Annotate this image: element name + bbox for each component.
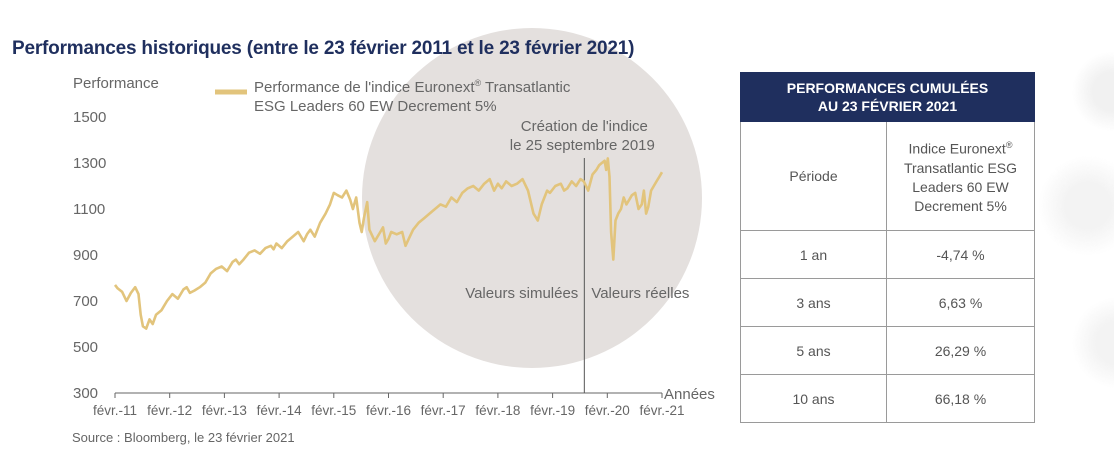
y-axis-ticks: 300 500 700 900 1100 1300 1500 bbox=[73, 109, 106, 402]
x-tick-label: févr.-17 bbox=[421, 403, 466, 418]
value-cell: -4,74 % bbox=[886, 230, 1035, 279]
y-axis-title: Performance bbox=[73, 75, 159, 92]
period-cell: 1 an bbox=[740, 230, 887, 279]
value-cell: 26,29 % bbox=[886, 326, 1035, 375]
legend-text-line-1: Performance de l'indice Euronext® Transa… bbox=[254, 78, 571, 96]
y-tick-label: 1300 bbox=[73, 155, 106, 172]
y-tick-label: 1500 bbox=[73, 109, 106, 126]
y-tick-label: 300 bbox=[73, 385, 98, 402]
x-axis: févr.-11 févr.-12 févr.-13 févr.-14 févr.-15… bbox=[93, 392, 685, 418]
table-row: 1 an -4,74 % bbox=[740, 230, 1035, 279]
table-row: 3 ans 6,63 % bbox=[740, 278, 1035, 327]
performance-chart: Performance Performance de l'indice Euro… bbox=[73, 75, 715, 418]
column-header-index: Indice Euronext® Transatlantic ESG Leade… bbox=[886, 121, 1035, 231]
x-tick-label: févr.-19 bbox=[530, 403, 575, 418]
x-tick-label: févr.-15 bbox=[311, 403, 356, 418]
column-header-period: Période bbox=[740, 121, 887, 231]
y-tick-label: 500 bbox=[73, 339, 98, 356]
table-row: 10 ans 66,18 % bbox=[740, 374, 1035, 423]
x-tick-label: févr.-20 bbox=[585, 403, 630, 418]
real-values-label: Valeurs réelles bbox=[591, 285, 689, 302]
chart-title: Performances historiques (entre le 23 fé… bbox=[12, 38, 635, 59]
y-tick-label: 700 bbox=[73, 293, 98, 310]
x-tick-label: févr.-13 bbox=[202, 403, 247, 418]
x-tick-label: févr.-14 bbox=[257, 403, 303, 418]
creation-annotation-line-2: le 25 septembre 2019 bbox=[510, 137, 655, 154]
cumulative-performance-table: PERFORMANCES CUMULÉES AU 23 FÉVRIER 2021… bbox=[740, 72, 1035, 423]
table-header: PERFORMANCES CUMULÉES AU 23 FÉVRIER 2021 bbox=[740, 72, 1035, 122]
x-tick-label: févr.-18 bbox=[475, 403, 520, 418]
period-cell: 3 ans bbox=[740, 278, 887, 327]
simulated-values-label: Valeurs simulées bbox=[465, 285, 578, 302]
y-tick-label: 1100 bbox=[73, 201, 105, 218]
value-cell: 66,18 % bbox=[886, 374, 1035, 423]
x-tick-label: févr.-12 bbox=[147, 403, 192, 418]
value-cell: 6,63 % bbox=[886, 278, 1035, 327]
period-cell: 10 ans bbox=[740, 374, 887, 423]
x-axis-title: Années bbox=[664, 386, 715, 403]
y-tick-label: 900 bbox=[73, 247, 98, 264]
legend-text-line-2: ESG Leaders 60 EW Decrement 5% bbox=[254, 98, 497, 115]
period-cell: 5 ans bbox=[740, 326, 887, 375]
x-tick-label: févr.-16 bbox=[366, 403, 411, 418]
source-note: Source : Bloomberg, le 23 février 2021 bbox=[72, 430, 295, 445]
x-tick-label: févr.-21 bbox=[639, 403, 684, 418]
series-line-euronext-esg bbox=[113, 157, 664, 330]
x-tick-label: févr.-11 bbox=[93, 403, 137, 418]
table-row: 5 ans 26,29 % bbox=[740, 326, 1035, 375]
creation-annotation-line-1: Création de l'indice bbox=[521, 118, 648, 135]
